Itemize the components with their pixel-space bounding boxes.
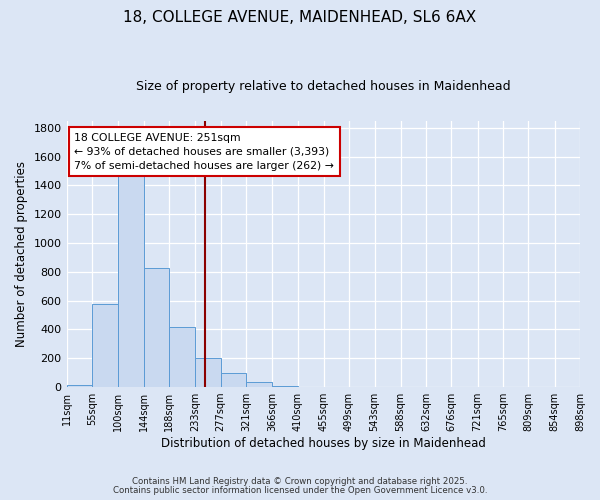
Title: Size of property relative to detached houses in Maidenhead: Size of property relative to detached ho… [136,80,511,93]
Text: Contains HM Land Registry data © Crown copyright and database right 2025.: Contains HM Land Registry data © Crown c… [132,478,468,486]
Bar [195,358,221,387]
Bar [92,304,118,387]
Bar [221,372,246,387]
Bar [272,386,298,387]
Text: 18 COLLEGE AVENUE: 251sqm
← 93% of detached houses are smaller (3,393)
7% of sem: 18 COLLEGE AVENUE: 251sqm ← 93% of detac… [74,132,334,170]
Text: 18, COLLEGE AVENUE, MAIDENHEAD, SL6 6AX: 18, COLLEGE AVENUE, MAIDENHEAD, SL6 6AX [124,10,476,25]
Bar [169,326,195,387]
Bar [118,176,143,387]
X-axis label: Distribution of detached houses by size in Maidenhead: Distribution of detached houses by size … [161,437,486,450]
Bar [143,268,169,387]
Y-axis label: Number of detached properties: Number of detached properties [15,161,28,347]
Bar [67,385,92,387]
Text: Contains public sector information licensed under the Open Government Licence v3: Contains public sector information licen… [113,486,487,495]
Bar [246,382,272,387]
